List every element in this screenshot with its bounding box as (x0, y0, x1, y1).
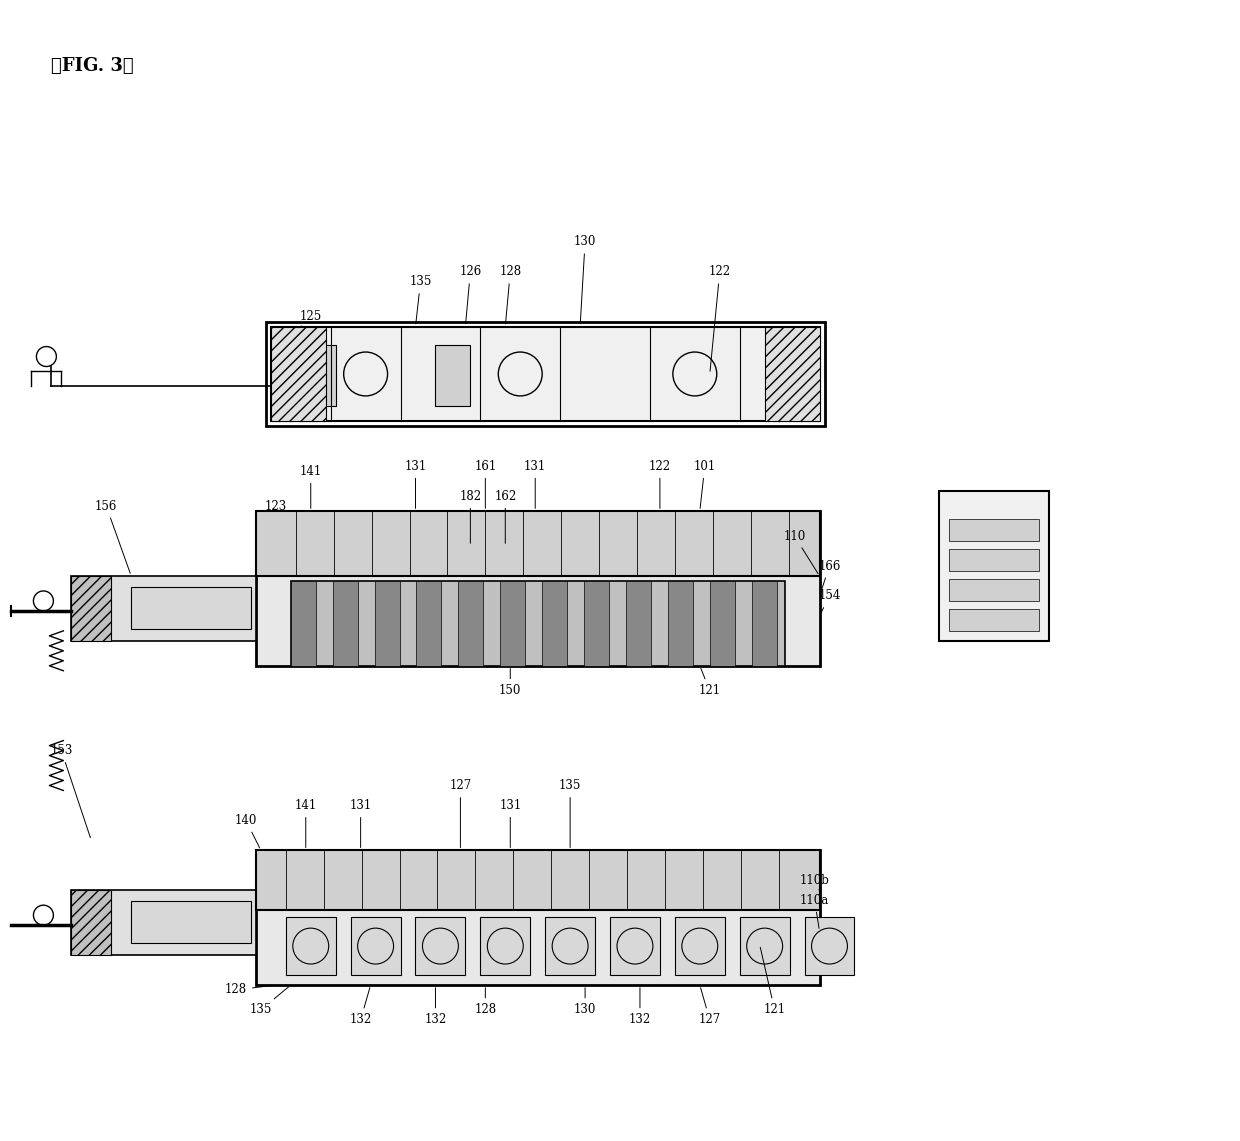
Bar (332, 581, 357, 665)
Bar (949, 549, 1039, 570)
Text: 121: 121 (698, 669, 720, 697)
Text: 150: 150 (498, 669, 522, 697)
Bar (675, 917, 724, 976)
Text: 131: 131 (404, 460, 427, 509)
Bar (500, 581, 526, 665)
Bar (415, 917, 465, 976)
Text: 123: 123 (264, 500, 286, 512)
Text: 131: 131 (350, 799, 372, 848)
Bar (610, 917, 660, 976)
Bar (480, 917, 531, 976)
Bar (435, 345, 470, 406)
Text: 140: 140 (234, 814, 259, 848)
Text: 121: 121 (760, 947, 786, 1017)
Bar (740, 917, 790, 976)
Text: 166: 166 (818, 559, 841, 593)
Text: 156: 156 (95, 500, 130, 574)
Text: 141: 141 (295, 799, 317, 848)
Text: 122: 122 (709, 265, 730, 371)
Bar (709, 581, 735, 665)
Text: 101: 101 (693, 460, 715, 509)
Text: 110b: 110b (800, 874, 830, 891)
Bar (417, 581, 441, 665)
Text: 110: 110 (784, 529, 818, 574)
Text: 132: 132 (424, 988, 446, 1027)
Bar (668, 581, 693, 665)
Text: 135: 135 (409, 275, 432, 324)
Bar (265, 322, 825, 427)
Text: 【FIG. 3】: 【FIG. 3】 (51, 57, 134, 75)
Bar (131, 901, 250, 944)
Bar (255, 511, 820, 665)
Text: 128: 128 (500, 265, 521, 324)
Bar (949, 609, 1039, 631)
Text: 128: 128 (474, 988, 496, 1017)
Text: 125: 125 (300, 310, 322, 326)
Text: 182: 182 (459, 489, 481, 543)
Bar (374, 581, 399, 665)
Text: 141: 141 (300, 464, 322, 509)
Bar (584, 581, 609, 665)
Bar (546, 917, 595, 976)
Text: 132: 132 (629, 988, 651, 1027)
Bar (285, 917, 336, 976)
Bar (72, 576, 255, 641)
Bar (301, 345, 336, 406)
Text: 127: 127 (698, 988, 720, 1027)
Bar (72, 890, 112, 955)
Bar (542, 581, 567, 665)
Text: 130: 130 (574, 235, 596, 324)
Text: 131: 131 (500, 799, 521, 848)
Text: 132: 132 (350, 988, 372, 1027)
Text: 153: 153 (50, 744, 91, 837)
Bar (255, 850, 820, 911)
Bar (765, 326, 820, 421)
Bar (949, 578, 1039, 601)
Bar (255, 850, 820, 985)
Bar (131, 586, 250, 629)
Text: 127: 127 (449, 779, 471, 848)
Bar (255, 511, 820, 576)
Bar (270, 326, 326, 421)
Text: 161: 161 (474, 460, 496, 509)
Bar (72, 576, 112, 641)
Bar (939, 491, 1049, 641)
Bar (949, 519, 1039, 541)
Text: 126: 126 (459, 265, 481, 324)
Bar (72, 890, 255, 955)
Text: 154: 154 (818, 590, 841, 614)
Bar (805, 917, 854, 976)
Text: 122: 122 (649, 460, 671, 509)
Text: 162: 162 (495, 489, 516, 543)
Bar (351, 917, 401, 976)
Bar (291, 581, 785, 665)
Bar (459, 581, 484, 665)
Text: 128: 128 (224, 984, 273, 996)
Bar (270, 326, 820, 421)
Bar (751, 581, 776, 665)
Bar (291, 581, 316, 665)
Bar (626, 581, 651, 665)
Text: 135: 135 (249, 987, 289, 1017)
Text: 131: 131 (525, 460, 547, 509)
Text: 130: 130 (574, 988, 596, 1017)
Text: 135: 135 (559, 779, 582, 848)
Text: 110a: 110a (800, 893, 830, 929)
